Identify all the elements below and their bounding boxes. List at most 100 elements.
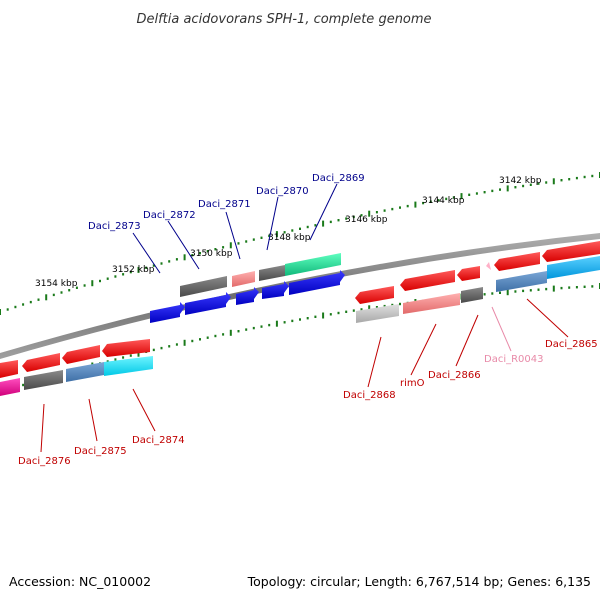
topology-text: Topology: circular; Length: 6,767,514 bp… [247,574,591,589]
major-tick [506,185,509,192]
gene-feature[interactable] [0,378,20,396]
minor-tick [299,227,301,230]
minor-tick [175,258,178,261]
minor-tick [514,290,517,293]
minor-tick [306,317,309,320]
minor-tick [529,183,532,186]
gene-label-daci-r0043[interactable]: Daci_R0043 [484,354,544,365]
gene-label-daci-2872[interactable]: Daci_2872 [143,210,196,221]
gene-label-daci-2866[interactable]: Daci_2866 [428,370,481,381]
gene-feature[interactable] [24,370,63,390]
label-leader [410,323,437,376]
gene-label-daci-2871[interactable]: Daci_2871 [198,199,251,210]
gene-feature[interactable] [496,271,547,292]
minor-tick [260,236,263,239]
minor-tick [68,289,71,292]
minor-tick [222,246,225,249]
gene-label-daci-2874[interactable]: Daci_2874 [132,435,185,446]
minor-tick [483,293,486,296]
minor-tick [475,192,478,195]
major-tick [552,285,555,292]
gene-feature[interactable] [403,293,460,314]
gene-feature[interactable] [400,270,455,291]
scale-label: 3152 kbp [112,265,155,275]
minor-tick [245,240,248,243]
minor-tick [222,333,225,336]
gene-feature[interactable] [494,252,540,271]
minor-tick [14,305,17,309]
gene-feature[interactable] [285,253,341,276]
minor-tick [152,264,155,267]
minor-tick [406,204,409,208]
minor-tick [122,273,125,276]
major-tick [183,254,186,261]
gene-feature[interactable] [457,266,480,281]
minor-tick [383,304,386,308]
gene-feature[interactable] [236,287,259,305]
minor-tick [37,298,40,301]
major-tick [460,193,463,200]
gene-feature[interactable] [259,265,285,281]
gene-label-daci-2869[interactable]: Daci_2869 [312,173,365,184]
gene-feature[interactable] [461,287,483,303]
major-tick [137,266,140,273]
gene-feature[interactable] [185,292,231,315]
gene-label-daci-2876[interactable]: Daci_2876 [18,456,71,467]
minor-tick [283,321,286,324]
gene-feature[interactable] [356,304,399,323]
gene-label-daci-2868[interactable]: Daci_2868 [343,390,396,401]
minor-tick [575,286,578,289]
minor-tick [352,309,355,312]
minor-tick [245,328,248,331]
map-title: Delftia acidovorans SPH-1, complete geno… [136,12,431,27]
gene-label-daci-2873[interactable]: Daci_2873 [88,221,141,232]
gene-label-daci-2875[interactable]: Daci_2875 [74,446,127,457]
gene-label-daci-2865[interactable]: Daci_2865 [545,339,598,350]
minor-tick [314,315,317,318]
minor-tick [99,279,101,283]
gene-feature[interactable] [62,345,100,364]
gene-feature[interactable] [180,276,227,297]
gene-feature[interactable] [66,362,104,382]
scale-label: 3146 kbp [345,215,388,225]
gene-feature[interactable] [104,356,153,376]
major-tick [275,231,278,238]
scale-label: 3144 kbp [422,196,465,206]
minor-tick [214,248,217,251]
minor-tick [52,293,55,297]
minor-tick [268,234,271,238]
major-tick [322,312,325,319]
gene-feature[interactable] [0,360,18,378]
gene-feature[interactable] [289,270,345,295]
gene-feature[interactable] [262,281,289,299]
gene-feature[interactable] [232,271,255,287]
gene-feature[interactable] [102,339,150,357]
gene-feature[interactable] [22,353,60,372]
major-tick [414,201,417,208]
minor-tick [560,179,563,182]
minor-tick [575,176,578,180]
label-leader [88,398,98,442]
major-tick [322,220,325,227]
gene-feature[interactable] [150,302,185,323]
forward-gene-labels: Daci_2873 Daci_2872 Daci_2871 Daci_2870 … [88,173,365,274]
gene-label-daci-2870[interactable]: Daci_2870 [256,186,309,197]
label-leader [266,196,279,251]
label-leader [367,336,382,388]
minor-tick [583,285,586,288]
minor-tick [329,313,332,316]
gene-label-rimo[interactable]: rimO [400,378,425,389]
label-leader [309,183,338,241]
gene-feature[interactable] [355,286,394,304]
gene-feature[interactable] [542,241,600,262]
major-tick [506,289,509,296]
minor-tick [60,291,63,294]
minor-tick [260,325,263,328]
gene-feature[interactable] [547,256,600,279]
minor-tick [314,224,317,227]
minor-tick [399,206,401,209]
minor-tick [514,186,517,189]
major-tick [552,178,555,185]
gene-feature[interactable] [486,262,491,270]
label-leader [526,298,569,338]
